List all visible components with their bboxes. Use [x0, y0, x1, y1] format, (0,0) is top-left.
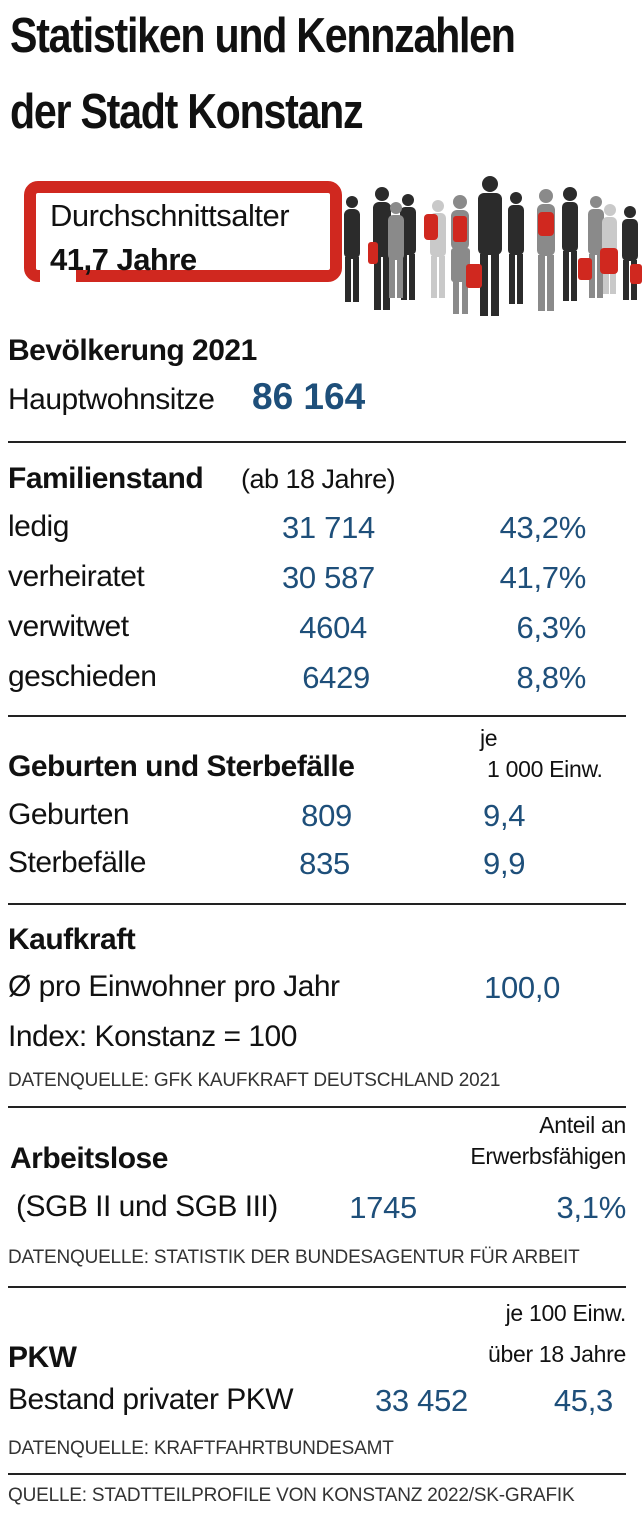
crowd-illustration: [344, 176, 642, 316]
divider: [8, 715, 626, 717]
page-title-line-1: Statistiken und Kennzahlen: [10, 9, 516, 63]
marital-row-label: verwitwet: [8, 610, 129, 643]
divider: [8, 441, 626, 443]
cars-rate-note: je 100 Einw.: [505, 1300, 627, 1326]
population-value: 86 164: [252, 376, 366, 417]
page-title-line-2: der Stadt Konstanz: [10, 85, 364, 139]
marital-row-count: 31 714: [281, 510, 375, 545]
population-label: Hauptwohnsitze: [8, 383, 215, 416]
births-row-label: Sterbefälle: [8, 846, 146, 879]
unemployed-count: 1745: [349, 1190, 417, 1225]
average-age-badge: [24, 181, 342, 282]
unemployed-source: DATENQUELLE: STATISTIK DER BUNDESAGENTUR…: [8, 1247, 580, 1268]
marital-row-count: 4604: [299, 610, 367, 645]
badge-frame-gap: [40, 268, 76, 286]
purchasing-label: Ø pro Einwohner pro Jahr: [8, 970, 340, 1003]
marital-row-count: 30 587: [281, 560, 375, 595]
cars-source: DATENQUELLE: KRAFTFAHRTBUNDESAMT: [8, 1438, 394, 1459]
divider: [8, 1106, 626, 1108]
divider: [8, 1473, 626, 1475]
marital-row-label: geschieden: [8, 660, 157, 693]
unemployed-share-note: Erwerbsfähigen: [470, 1143, 626, 1169]
births-row-count: 809: [301, 798, 352, 833]
unemployed-heading: Arbeitslose: [10, 1142, 168, 1175]
marital-row-count: 6429: [302, 660, 370, 695]
divider: [8, 1286, 626, 1288]
births-rate-note: je: [480, 725, 498, 751]
purchasing-source: DATENQUELLE: GFK KAUFKRAFT DEUTSCHLAND 2…: [8, 1070, 501, 1091]
purchasing-index-note: Index: Konstanz = 100: [8, 1020, 297, 1053]
marital-note: (ab 18 Jahre): [241, 464, 396, 494]
marital-row-label: ledig: [8, 510, 69, 543]
births-heading: Geburten und Sterbefälle: [8, 750, 355, 783]
cars-label: Bestand privater PKW: [8, 1383, 294, 1416]
average-age-value: 41,7 Jahre: [50, 242, 197, 277]
population-heading: Bevölkerung 2021: [8, 334, 257, 367]
births-row-count: 835: [299, 846, 350, 881]
average-age-label: Durchschnittsalter: [50, 198, 290, 233]
births-rate-note: 1 000 Einw.: [487, 756, 603, 782]
births-row-rate: 9,4: [483, 798, 526, 833]
marital-heading: Familienstand: [8, 462, 204, 495]
births-row-label: Geburten: [8, 798, 130, 831]
unemployed-share: 3,1%: [556, 1190, 627, 1225]
marital-row-share: 6,3%: [516, 610, 587, 645]
marital-row-share: 41,7%: [499, 560, 587, 595]
purchasing-value: 100,0: [484, 970, 561, 1005]
divider: [8, 903, 626, 905]
unemployed-share-note: Anteil an: [539, 1112, 626, 1138]
marital-row-label: verheiratet: [8, 560, 145, 593]
footer-source: QUELLE: STADTTEILPROFILE VON KONSTANZ 20…: [8, 1485, 575, 1506]
births-row-rate: 9,9: [483, 846, 526, 881]
cars-count: 33 452: [374, 1383, 468, 1418]
unemployed-label: (SGB II und SGB III): [16, 1190, 278, 1223]
cars-rate-note: über 18 Jahre: [487, 1341, 626, 1367]
cars-rate: 45,3: [553, 1383, 613, 1418]
purchasing-heading: Kaufkraft: [8, 923, 136, 956]
cars-heading: PKW: [8, 1341, 77, 1374]
marital-row-share: 43,2%: [499, 510, 587, 545]
marital-row-share: 8,8%: [516, 660, 587, 695]
